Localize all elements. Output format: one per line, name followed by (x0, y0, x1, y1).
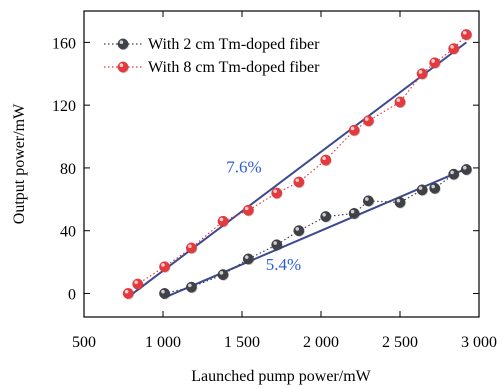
data-point-highlight (431, 59, 435, 63)
data-point (348, 124, 360, 136)
legend-marker (117, 38, 129, 50)
data-point-highlight (188, 244, 192, 248)
data-point (293, 176, 305, 188)
data-point (348, 207, 360, 219)
data-point-highlight (219, 217, 224, 222)
data-point-highlight (322, 212, 326, 217)
plot-frame (83, 10, 480, 318)
legend-label: With 8 cm Tm-doped fiber (148, 59, 320, 76)
data-point (416, 68, 428, 80)
legend-marker-highlight (119, 40, 124, 44)
data-point-highlight (244, 206, 249, 211)
data-point-highlight (350, 126, 355, 131)
data-point (448, 43, 460, 55)
data-point (394, 196, 406, 208)
x-tick-label: 1 000 (145, 334, 181, 351)
legend-marker (117, 61, 129, 73)
x-tick-label: 1 500 (224, 334, 260, 351)
fit-line (126, 41, 467, 299)
data-point (132, 278, 144, 290)
x-tick-label: 2 000 (303, 334, 339, 351)
data-point (460, 29, 472, 40)
data-point-highlight (322, 156, 326, 161)
data-point-highlight (273, 189, 277, 194)
data-point (122, 288, 134, 299)
data-point-highlight (350, 209, 355, 214)
data-point-highlight (462, 30, 467, 35)
data-point (242, 253, 254, 265)
y-tick-label: 80 (60, 161, 76, 178)
data-point-highlight (396, 98, 401, 103)
data-point (185, 242, 197, 254)
data-point (394, 96, 406, 108)
axis-ticks: 500 1 000 1 500 2 000 2 500 3 000 0 40 80 120 160 (52, 11, 497, 351)
data-point-highlight (431, 184, 435, 189)
data-point-highlight (161, 263, 165, 267)
data-point (159, 261, 171, 273)
data-point-highlight (450, 45, 454, 49)
data-point (242, 204, 254, 216)
y-tick-label: 0 (68, 286, 76, 303)
data-point-highlight (295, 178, 300, 183)
data-point (429, 57, 441, 69)
data-point (217, 215, 229, 227)
data-point-highlight (295, 227, 300, 231)
y-tick-label: 120 (52, 98, 76, 115)
slope-annotation: 5.4% (266, 255, 301, 274)
x-tick-label: 2 500 (382, 334, 418, 351)
x-tick-label: 500 (72, 334, 96, 351)
legend-label: With 2 cm Tm-doped fiber (148, 36, 320, 53)
data-point (362, 115, 374, 127)
data-point (460, 164, 472, 175)
data-point (320, 211, 332, 223)
data-point-highlight (418, 186, 423, 190)
data-point-highlight (365, 117, 369, 121)
data-point (362, 195, 374, 207)
data-series (122, 29, 473, 300)
data-point-highlight (219, 271, 224, 275)
data-point (448, 168, 460, 180)
data-point (159, 288, 171, 299)
slope-annotation: 7.6% (226, 158, 261, 177)
data-point-highlight (418, 70, 423, 74)
legend-marker-highlight (119, 63, 124, 67)
data-point-highlight (462, 165, 467, 170)
data-point (185, 281, 197, 293)
x-tick-label: 3 000 (461, 334, 497, 351)
data-point-highlight (124, 289, 129, 294)
data-point-highlight (134, 280, 138, 285)
data-point (271, 239, 283, 251)
data-point (293, 225, 305, 237)
data-point (320, 154, 332, 166)
data-point-highlight (188, 283, 192, 288)
data-point (416, 184, 428, 196)
data-point-highlight (396, 198, 401, 203)
y-axis-label: Output power/mW (11, 103, 28, 224)
data-point-highlight (161, 289, 165, 294)
data-point-highlight (365, 197, 369, 201)
annotations: 7.6% 5.4% (226, 158, 301, 274)
data-point (271, 187, 283, 199)
x-axis-label: Launched pump power/mW (191, 368, 371, 385)
data-point-highlight (244, 255, 249, 259)
y-tick-label: 40 (60, 224, 76, 241)
data-point-highlight (273, 241, 277, 245)
y-tick-label: 160 (52, 35, 76, 52)
data-point-highlight (450, 170, 454, 175)
legend: With 2 cm Tm-doped fiber With 8 cm Tm-dop… (104, 36, 320, 76)
data-point (217, 269, 229, 281)
data-point (429, 182, 441, 194)
